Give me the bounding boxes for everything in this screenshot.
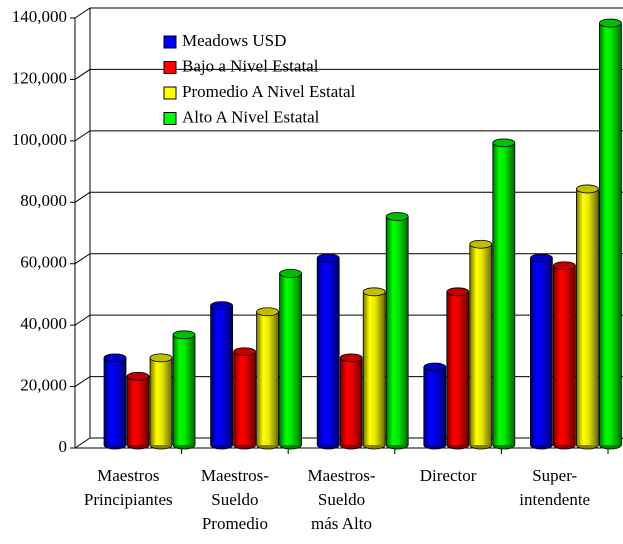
bar-top <box>210 301 234 311</box>
bar-top <box>446 287 470 297</box>
legend-label: Meadows USD <box>182 31 286 50</box>
bar-top <box>362 287 386 297</box>
bar <box>386 216 409 445</box>
bar-top <box>576 184 599 194</box>
bar <box>576 188 599 445</box>
x-tick-label: Maestros-Sueldo Promedio <box>201 466 269 533</box>
y-tick-label: 140,000 <box>12 7 67 26</box>
y-tick-label: 20,000 <box>20 375 67 394</box>
bar <box>492 142 515 445</box>
grid-line <box>74 7 623 19</box>
x-tick-label: Director <box>420 466 477 485</box>
bar-top <box>492 138 516 148</box>
bar-top <box>103 353 127 363</box>
bar <box>317 258 340 445</box>
bar <box>127 376 149 445</box>
grid-line <box>74 130 623 142</box>
bar <box>363 291 386 445</box>
bar <box>104 357 126 445</box>
bar <box>340 357 363 445</box>
bar <box>210 305 233 445</box>
legend-label: Alto A Nivel Estatal <box>182 107 320 126</box>
y-tick-label: 40,000 <box>20 314 67 333</box>
y-tick-label: 80,000 <box>20 191 67 210</box>
y-tick-label: 120,000 <box>12 68 67 87</box>
bar <box>446 291 469 445</box>
bar-top <box>599 18 622 28</box>
bar-top <box>339 353 363 363</box>
grid-line <box>74 253 623 265</box>
bar <box>233 351 256 445</box>
grid-line <box>74 191 623 203</box>
bar-top <box>279 268 303 278</box>
bar <box>530 258 553 445</box>
bar-top <box>256 307 280 317</box>
grid-line <box>74 314 623 326</box>
bar <box>279 273 302 445</box>
bar-top <box>530 253 553 263</box>
bar-top <box>423 362 447 372</box>
legend-swatch <box>163 112 177 125</box>
bar-top <box>385 212 409 221</box>
y-tick-label: 60,000 <box>20 253 67 272</box>
legend-label: Bajo a Nivel Estatal <box>182 56 319 75</box>
bar <box>150 357 172 445</box>
grid-line <box>74 68 623 80</box>
x-tick-label: Super-intendente <box>519 466 590 509</box>
legend-label: Promedio A Nivel Estatal <box>182 82 356 101</box>
bar-top <box>553 261 576 271</box>
bar <box>423 367 446 445</box>
legend-swatch <box>163 86 177 100</box>
bar-top <box>172 330 196 340</box>
legend-swatch <box>163 61 177 74</box>
bar <box>469 244 492 445</box>
bar-top <box>316 253 340 263</box>
x-tick-label: Maestros-Sueldo más Alto <box>308 466 376 533</box>
y-tick-label: 0 <box>59 437 68 456</box>
bar-top <box>469 239 493 249</box>
legend-swatch <box>163 35 177 49</box>
bar-top <box>149 353 173 363</box>
x-tick-label: Maestros Principiantes <box>84 466 173 509</box>
bar <box>599 23 622 445</box>
bar <box>553 265 576 445</box>
bar <box>256 311 279 445</box>
bar <box>173 334 195 445</box>
bar-top <box>126 371 150 381</box>
y-tick-label: 100,000 <box>12 130 67 149</box>
bar-top <box>233 347 257 357</box>
